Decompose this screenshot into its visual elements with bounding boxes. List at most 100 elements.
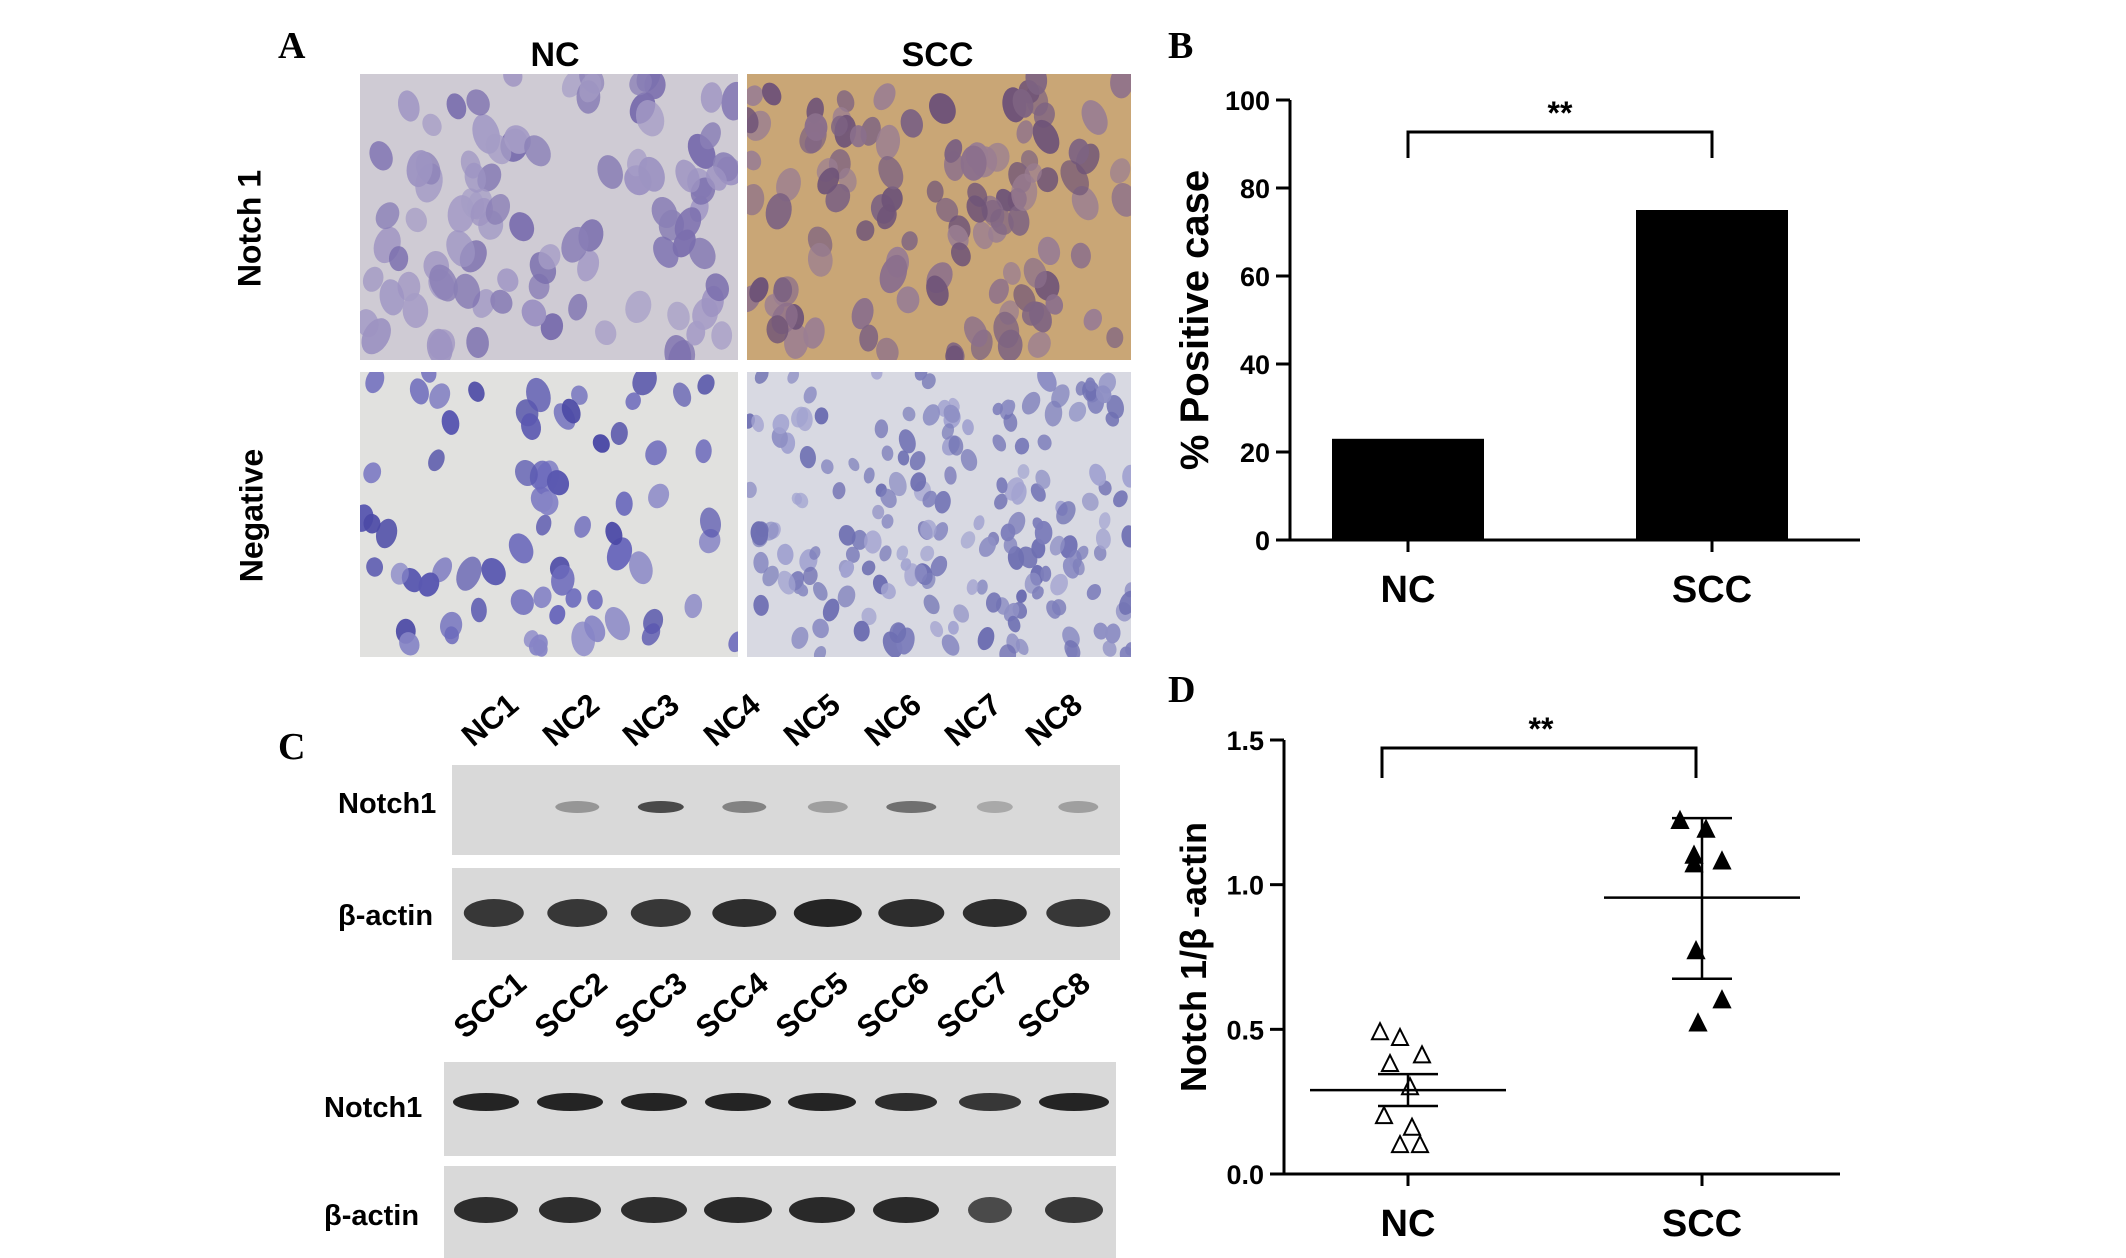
lane-label-nc4: NC4 bbox=[696, 686, 767, 754]
cell-nucleus bbox=[791, 406, 809, 428]
cell-nucleus bbox=[1105, 623, 1121, 644]
cell-nucleus bbox=[1051, 384, 1070, 408]
blot-band bbox=[1039, 1093, 1109, 1111]
cell-nucleus bbox=[747, 481, 757, 498]
cell-nucleus bbox=[1089, 463, 1107, 486]
cell-nucleus bbox=[521, 299, 547, 327]
blot-band bbox=[712, 899, 777, 927]
blot-band bbox=[722, 801, 767, 813]
cell-nucleus bbox=[684, 593, 703, 619]
cell-nucleus bbox=[831, 115, 848, 137]
cell-nucleus bbox=[409, 378, 429, 405]
cell-nucleus bbox=[773, 277, 793, 303]
cell-nucleus bbox=[888, 471, 907, 497]
cell-nucleus bbox=[910, 472, 927, 492]
cell-nucleus bbox=[561, 398, 581, 424]
cell-nucleus bbox=[972, 221, 994, 250]
cell-nucleus bbox=[747, 183, 765, 216]
cell-nucleus bbox=[897, 450, 910, 466]
lane-label-nc7: NC7 bbox=[937, 686, 1008, 754]
cell-nucleus bbox=[673, 382, 692, 407]
cell-nucleus bbox=[577, 250, 600, 282]
cell-nucleus bbox=[1085, 377, 1096, 392]
cell-nucleus bbox=[470, 597, 487, 623]
cell-nucleus bbox=[579, 74, 602, 103]
cell-nucleus bbox=[881, 514, 894, 529]
cell-nucleus bbox=[1060, 160, 1089, 196]
panel-a-letter: A bbox=[278, 25, 306, 67]
cell-nucleus bbox=[605, 521, 623, 545]
cell-nucleus bbox=[871, 372, 883, 380]
blot-band bbox=[886, 801, 937, 813]
cell-nucleus bbox=[922, 490, 937, 508]
blot-band bbox=[705, 1093, 771, 1111]
cell-nucleus bbox=[1068, 401, 1087, 422]
cell-nucleus bbox=[881, 445, 894, 461]
cell-nucleus bbox=[399, 632, 420, 656]
cell-nucleus bbox=[625, 290, 652, 324]
cell-nucleus bbox=[832, 482, 846, 500]
blot-band bbox=[539, 1197, 601, 1223]
cell-nucleus bbox=[1021, 391, 1041, 415]
cell-nucleus bbox=[667, 301, 690, 331]
cell-nucleus bbox=[1037, 372, 1057, 392]
cell-nucleus bbox=[533, 586, 552, 609]
cell-nucleus bbox=[653, 236, 679, 268]
cell-nucleus bbox=[953, 604, 970, 623]
data-point-nc bbox=[1390, 1133, 1410, 1154]
lane-label-nc2: NC2 bbox=[535, 686, 606, 754]
cell-nucleus bbox=[944, 466, 957, 485]
cell-nucleus bbox=[1056, 501, 1076, 525]
cell-nucleus bbox=[429, 264, 458, 302]
cell-nucleus bbox=[875, 124, 901, 161]
cell-nucleus bbox=[509, 212, 535, 242]
cell-nucleus bbox=[813, 645, 827, 657]
lane-label-scc8: SCC8 bbox=[1010, 965, 1097, 1046]
lane-label-scc7: SCC7 bbox=[929, 965, 1016, 1046]
cell-nucleus bbox=[851, 297, 874, 330]
cell-nucleus bbox=[930, 621, 944, 638]
cell-nucleus bbox=[675, 159, 700, 193]
cell-nucleus bbox=[920, 545, 935, 562]
cell-nucleus bbox=[632, 372, 657, 396]
cell-nucleus bbox=[1003, 261, 1021, 285]
y-axis-title: % Positive case bbox=[1173, 170, 1217, 470]
cell-nucleus bbox=[629, 551, 653, 585]
y-tick-label: 1.0 bbox=[1226, 871, 1264, 901]
cell-nucleus bbox=[1008, 205, 1030, 236]
cell-nucleus bbox=[538, 244, 561, 270]
cell-nucleus bbox=[363, 513, 381, 534]
cell-nucleus bbox=[390, 562, 409, 585]
cell-nucleus bbox=[859, 324, 879, 352]
cell-nucleus bbox=[568, 293, 588, 321]
cell-nucleus bbox=[985, 592, 1002, 613]
cell-nucleus bbox=[1017, 464, 1030, 479]
cell-nucleus bbox=[1113, 490, 1128, 508]
cell-nucleus bbox=[546, 470, 570, 496]
cell-nucleus bbox=[933, 522, 949, 541]
data-point-scc bbox=[1688, 1012, 1708, 1032]
blot-band bbox=[1045, 1197, 1103, 1223]
cell-nucleus bbox=[803, 386, 817, 404]
cell-nucleus bbox=[1118, 590, 1131, 615]
blot-band bbox=[463, 899, 524, 927]
cell-nucleus bbox=[747, 85, 764, 107]
lane-label-nc5: NC5 bbox=[776, 686, 847, 754]
significance-bracket bbox=[1380, 746, 1698, 778]
cell-nucleus bbox=[397, 90, 420, 122]
cell-nucleus bbox=[878, 156, 904, 190]
lane-label-scc3: SCC3 bbox=[607, 965, 694, 1046]
blot-band bbox=[807, 801, 848, 813]
cell-nucleus bbox=[762, 82, 782, 106]
cell-nucleus bbox=[960, 531, 976, 549]
cell-nucleus bbox=[762, 565, 779, 587]
data-point-scc bbox=[1670, 809, 1690, 830]
cell-nucleus bbox=[861, 560, 876, 576]
cell-nucleus bbox=[1119, 646, 1131, 657]
cell-nucleus bbox=[960, 145, 987, 181]
cell-nucleus bbox=[595, 320, 617, 346]
blot-actin-scc bbox=[444, 1166, 1116, 1258]
blot-label-actin-scc: β-actin bbox=[324, 1200, 420, 1232]
cell-nucleus bbox=[536, 514, 552, 536]
blot-band bbox=[788, 1093, 856, 1111]
